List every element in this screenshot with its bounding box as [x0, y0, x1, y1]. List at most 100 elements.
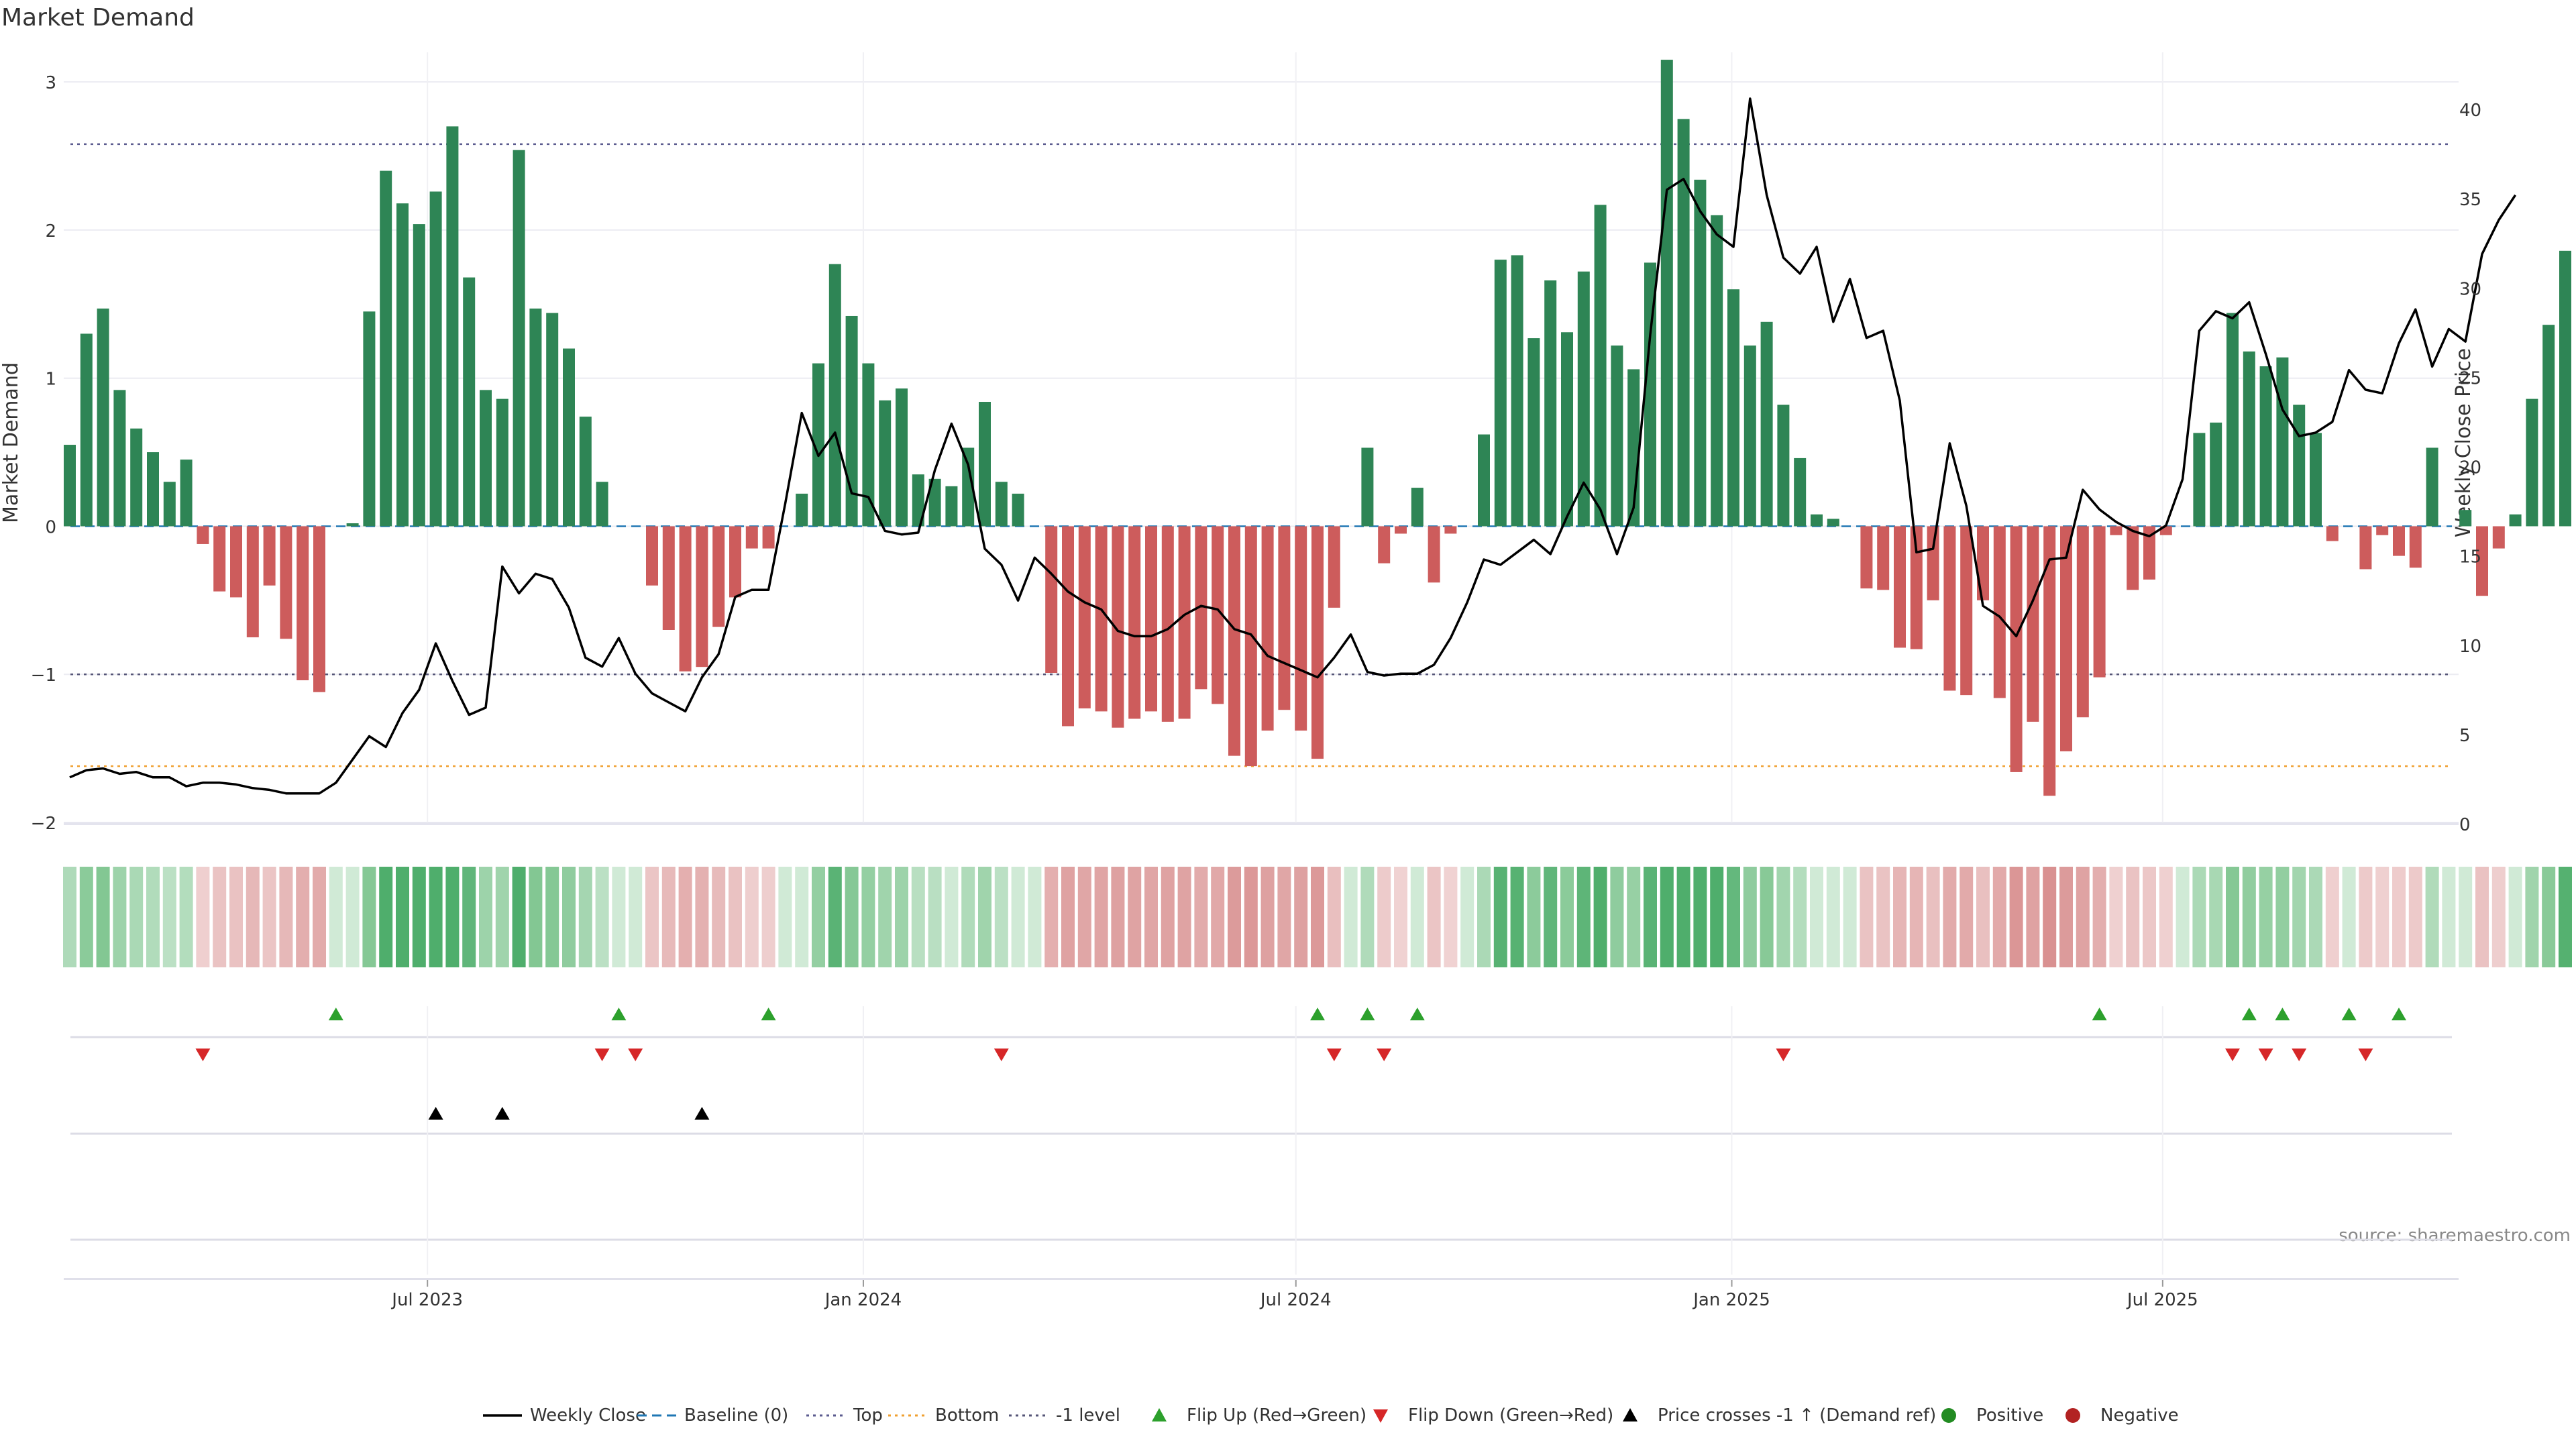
- demand-bar: [1910, 526, 1923, 649]
- heat-cell: [1909, 867, 1923, 967]
- y2-tick-label: 20: [2459, 458, 2481, 478]
- demand-bar: [163, 482, 176, 527]
- demand-bar: [879, 400, 892, 527]
- demand-bar: [646, 526, 658, 586]
- demand-heat-strip: [63, 867, 2572, 967]
- demand-bar: [1478, 434, 1490, 527]
- demand-bar: [2010, 526, 2023, 772]
- demand-bar: [2326, 526, 2339, 541]
- heat-cell: [2009, 867, 2023, 967]
- demand-bar: [1927, 526, 1939, 600]
- demand-bar: [1161, 526, 1174, 722]
- heat-cell: [911, 867, 925, 967]
- heat-cell: [895, 867, 908, 967]
- heat-cell: [828, 867, 842, 967]
- heat-cell: [495, 867, 509, 967]
- legend-item: Baseline (0): [637, 1405, 788, 1426]
- heat-cell: [1610, 867, 1624, 967]
- demand-bar: [2426, 447, 2438, 527]
- demand-bar: [812, 363, 824, 527]
- heat-cell: [345, 867, 360, 967]
- demand-bar: [1977, 526, 1989, 600]
- flip-down-marker: [594, 1049, 610, 1061]
- demand-bar: [429, 191, 442, 527]
- legend-item: Negative: [2065, 1405, 2179, 1426]
- legend-item: Flip Up (Red→Green): [1152, 1405, 1366, 1426]
- demand-bar: [563, 348, 575, 527]
- demand-bar: [2127, 526, 2139, 590]
- y-tick-label: 0: [45, 517, 56, 537]
- legend-label: Baseline (0): [684, 1405, 788, 1426]
- demand-bar: [230, 526, 242, 598]
- heat-cell: [1510, 867, 1524, 967]
- flip-up-marker: [2392, 1008, 2406, 1020]
- legend-item: Positive: [1941, 1405, 2043, 1426]
- flip-up-marker: [1310, 1008, 1325, 1020]
- demand-bar: [1711, 215, 1723, 527]
- x-tick-label: Jul 2023: [390, 1290, 463, 1310]
- demand-bar: [1045, 526, 1058, 674]
- heat-cell: [1976, 867, 1990, 967]
- heat-cell: [2109, 867, 2123, 967]
- x-tick-label: Jan 2024: [824, 1290, 902, 1310]
- heat-cell: [462, 867, 476, 967]
- y-tick-label: 1: [45, 370, 56, 390]
- demand-bar: [1012, 493, 1024, 527]
- heat-cell: [2192, 867, 2206, 967]
- demand-bar: [246, 526, 259, 638]
- heat-cell: [2226, 867, 2239, 967]
- demand-bar: [896, 388, 908, 527]
- heat-cell: [1893, 867, 1907, 967]
- heat-cell: [2325, 867, 2339, 967]
- heat-cell: [229, 867, 243, 967]
- demand-bar: [1860, 526, 1873, 589]
- heat-cell: [978, 867, 991, 967]
- heat-cell: [994, 867, 1008, 967]
- heat-cell: [445, 867, 460, 967]
- demand-bar: [1494, 260, 1507, 527]
- heat-cell: [812, 867, 825, 967]
- heat-cell: [2491, 867, 2506, 967]
- demand-bar: [496, 398, 508, 527]
- legend-item: Weekly Close: [483, 1405, 646, 1426]
- heat-cell: [2126, 867, 2140, 967]
- demand-bar: [1378, 526, 1391, 564]
- legend-item: -1 level: [1009, 1405, 1120, 1426]
- demand-bar: [280, 526, 292, 639]
- demand-bar: [1644, 262, 1656, 527]
- demand-bar: [297, 526, 309, 681]
- legend-item: Flip Down (Green→Red): [1373, 1405, 1613, 1426]
- demand-bar: [762, 526, 775, 549]
- heat-cell: [1044, 867, 1059, 967]
- heat-cell: [1427, 867, 1441, 967]
- heat-cell: [1460, 867, 1474, 967]
- y2-tick-label: 5: [2459, 726, 2471, 746]
- heat-cell: [1810, 867, 1823, 967]
- demand-bar: [2210, 422, 2222, 527]
- flip-up-marker: [2341, 1008, 2357, 1020]
- demand-bar: [1128, 526, 1141, 719]
- demand-bar: [546, 313, 559, 527]
- demand-bar: [1212, 526, 1224, 704]
- demand-bars: [64, 60, 2571, 796]
- heat-cell: [578, 867, 592, 967]
- demand-bar: [396, 203, 409, 527]
- heat-cell: [2459, 867, 2473, 967]
- heat-cell: [1644, 867, 1657, 967]
- demand-bar: [1361, 447, 1374, 527]
- heat-cell: [1394, 867, 1407, 967]
- demand-bar: [97, 308, 109, 527]
- heat-cell: [213, 867, 227, 967]
- demand-bar: [2076, 526, 2089, 718]
- heat-cell: [928, 867, 942, 967]
- heat-cell: [1710, 867, 1724, 967]
- heat-cell: [1527, 867, 1541, 967]
- heat-cell: [2059, 867, 2073, 967]
- demand-bar: [346, 523, 359, 527]
- flip-up-marker: [1360, 1008, 1375, 1020]
- heat-cell: [945, 867, 959, 967]
- y2-tick-label: 30: [2459, 279, 2481, 299]
- heat-cell: [2242, 867, 2256, 967]
- heat-cell: [1061, 867, 1075, 967]
- demand-bar: [513, 150, 525, 527]
